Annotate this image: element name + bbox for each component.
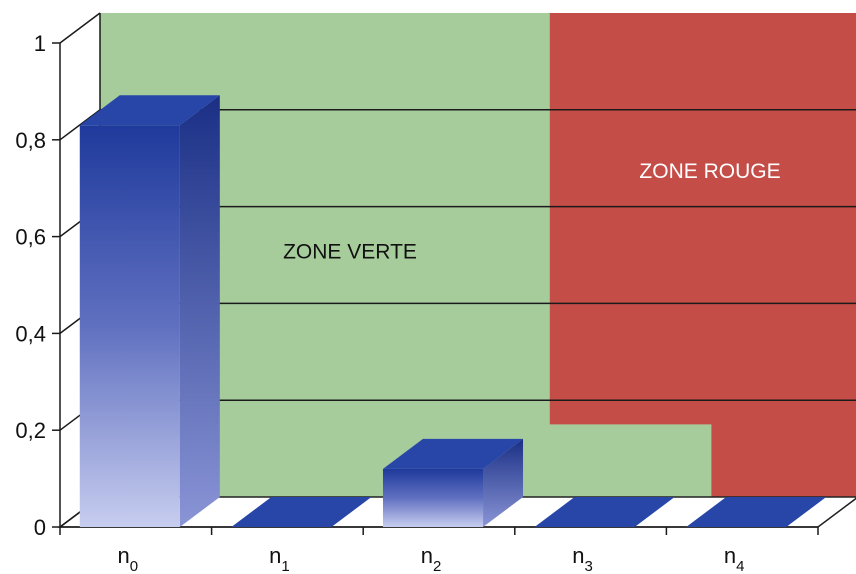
bar-front xyxy=(382,468,484,527)
x-tick-label: n0 xyxy=(118,543,139,574)
y-tick-label: 1 xyxy=(34,31,46,56)
bar-flat xyxy=(686,497,827,527)
y-tick-label: 0,6 xyxy=(15,225,46,250)
bar xyxy=(534,497,675,527)
x-tick-label: n1 xyxy=(269,543,290,574)
bars xyxy=(79,95,827,527)
bar-side xyxy=(483,438,524,527)
y-tick-label: 0,4 xyxy=(15,321,46,346)
bar-flat xyxy=(231,497,372,527)
bar-top xyxy=(382,438,524,469)
zone-verte-label: ZONE VERTE xyxy=(283,241,417,264)
y-tick-label: 0 xyxy=(34,515,46,540)
zones-layer xyxy=(57,13,856,528)
labels: 0 0,2 0,4 0,6 0,8 1 n0 n1 n2 n3 n4 ZONE VERTE ZONE R… xyxy=(15,31,780,574)
bar xyxy=(382,438,524,527)
x-tick-label: n4 xyxy=(724,543,745,574)
zone-rouge xyxy=(549,13,856,497)
bar-side xyxy=(179,95,220,527)
zone-rouge-label: ZONE ROUGE xyxy=(639,160,780,183)
bar-front xyxy=(79,125,180,527)
x-tick-label: n2 xyxy=(421,543,442,574)
bar xyxy=(231,497,372,527)
y-tick-label: 0,8 xyxy=(15,128,46,153)
tick-connector xyxy=(59,109,101,141)
bar-flat xyxy=(534,497,675,527)
tick-connector xyxy=(59,12,101,44)
y-tick-label: 0,2 xyxy=(15,418,46,443)
bar-top xyxy=(79,95,220,126)
bar xyxy=(79,95,220,527)
bar xyxy=(686,497,827,527)
x-tick-label: n3 xyxy=(572,543,593,574)
